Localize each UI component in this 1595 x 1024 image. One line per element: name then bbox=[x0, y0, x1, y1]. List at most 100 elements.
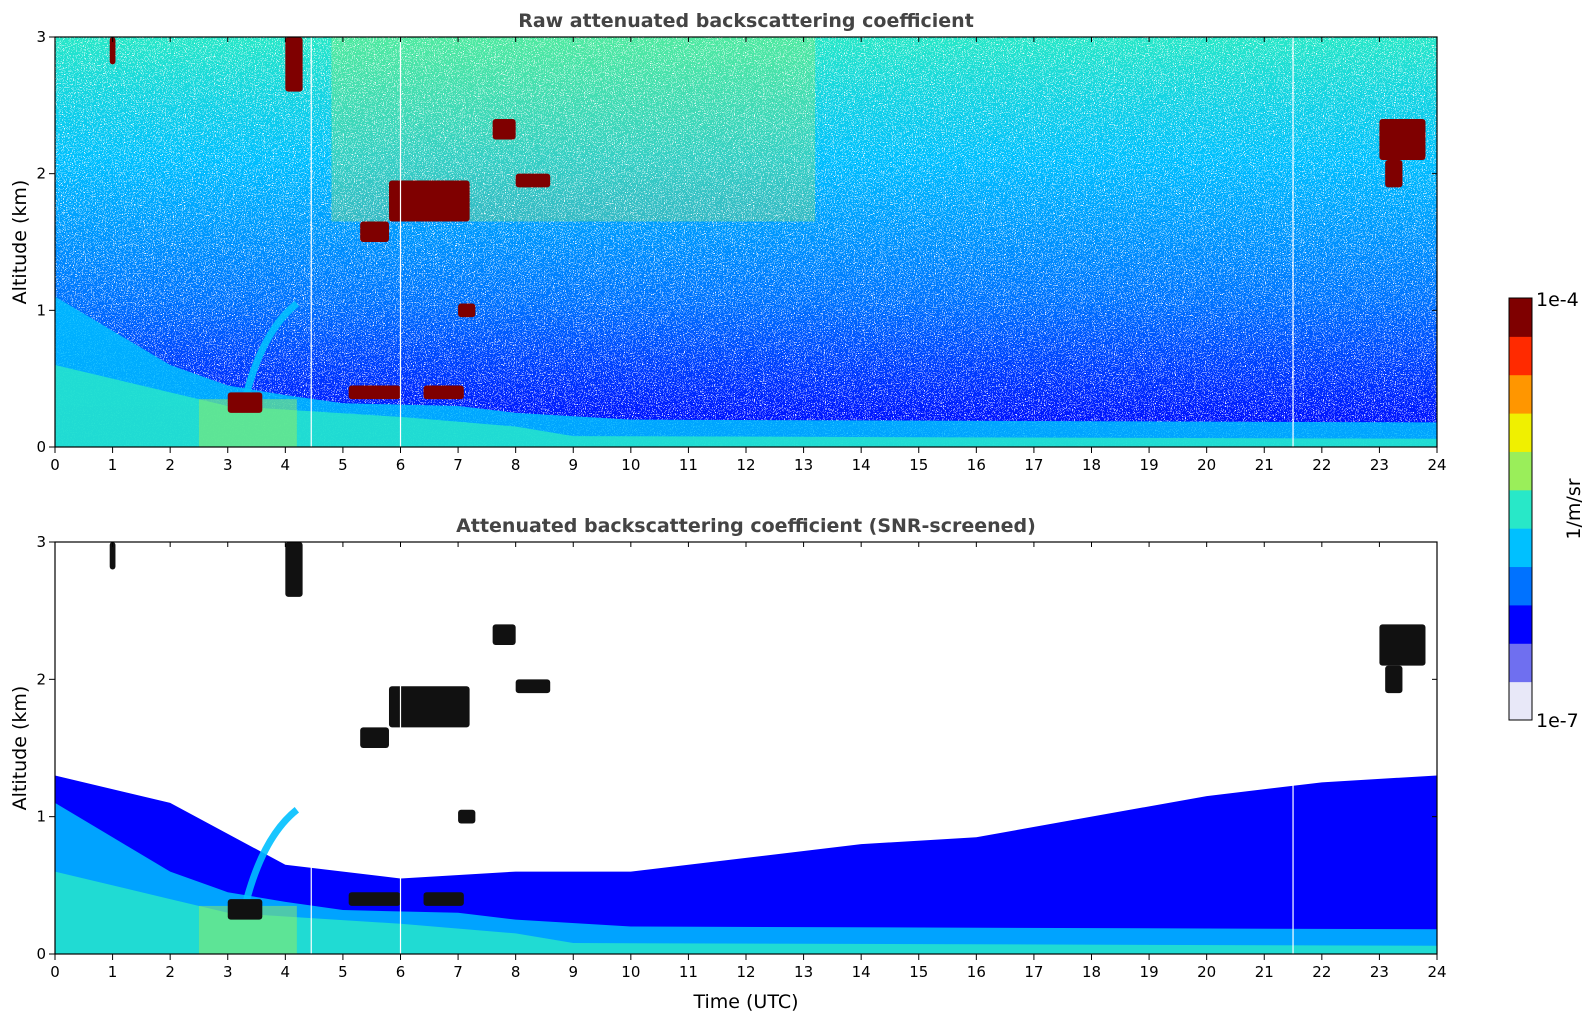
y-tick-label: 3 bbox=[36, 533, 46, 551]
x-tick-label: 17 bbox=[1024, 963, 1043, 981]
cloud-4 bbox=[360, 727, 389, 748]
cloud-1 bbox=[227, 899, 263, 920]
colorbar-segment-5 bbox=[1509, 528, 1532, 568]
heatmap-image bbox=[55, 37, 1437, 447]
x-tick-label: 16 bbox=[967, 963, 986, 981]
x-tick-label: 0 bbox=[50, 456, 60, 474]
x-tick-label: 24 bbox=[1427, 963, 1446, 981]
cloud-8 bbox=[458, 303, 476, 318]
x-tick-label: 13 bbox=[794, 456, 813, 474]
y-tick-label: 3 bbox=[36, 28, 46, 46]
x-tick-label: 12 bbox=[736, 963, 755, 981]
x-tick-label: 21 bbox=[1255, 963, 1274, 981]
colorbar-segment-6 bbox=[1509, 489, 1532, 529]
cloud-4 bbox=[360, 221, 389, 242]
x-tick-label: 11 bbox=[679, 456, 698, 474]
cloud-11 bbox=[1379, 119, 1426, 160]
cloud-5 bbox=[388, 180, 470, 222]
x-tick-label: 20 bbox=[1197, 963, 1216, 981]
panel-title: Attenuated backscattering coefficient (S… bbox=[456, 515, 1036, 537]
heatmap-image bbox=[55, 542, 1437, 954]
cloud-10 bbox=[109, 542, 116, 570]
x-tick-label: 19 bbox=[1140, 456, 1159, 474]
x-tick-label: 7 bbox=[453, 963, 463, 981]
colorbar-segment-10 bbox=[1509, 336, 1532, 376]
x-tick-label: 4 bbox=[281, 456, 291, 474]
colorbar-segment-3 bbox=[1509, 604, 1532, 644]
x-tick-label: 14 bbox=[852, 963, 871, 981]
x-tick-label: 22 bbox=[1312, 963, 1331, 981]
colorbar-segment-9 bbox=[1509, 374, 1532, 414]
x-tick-label: 21 bbox=[1255, 456, 1274, 474]
x-tick-label: 7 bbox=[453, 456, 463, 474]
snr-screened-panel: Attenuated backscattering coefficient (S… bbox=[9, 515, 1447, 1013]
y-axis-label: Altitude (km) bbox=[9, 686, 31, 811]
x-tick-label: 15 bbox=[909, 963, 928, 981]
x-tick-label: 23 bbox=[1370, 963, 1389, 981]
colorbar: 1e-4 1e-7 1/m/sr bbox=[1508, 289, 1585, 732]
x-tick-label: 11 bbox=[679, 963, 698, 981]
x-tick-label: 12 bbox=[736, 456, 755, 474]
x-tick-label: 18 bbox=[1082, 963, 1101, 981]
cloud-12 bbox=[1385, 160, 1403, 188]
x-tick-label: 9 bbox=[568, 963, 578, 981]
x-tick-label: 22 bbox=[1312, 456, 1331, 474]
cloud-6 bbox=[492, 624, 516, 645]
x-tick-label: 23 bbox=[1370, 456, 1389, 474]
x-tick-label: 10 bbox=[621, 963, 640, 981]
cloud-10 bbox=[109, 37, 116, 65]
raw-backscatter-panel: Raw attenuated backscattering coefficien… bbox=[9, 10, 1447, 474]
x-tick-label: 14 bbox=[852, 456, 871, 474]
colorbar-segment-11 bbox=[1509, 298, 1532, 337]
x-tick-label: 9 bbox=[568, 456, 578, 474]
x-tick-label: 0 bbox=[50, 963, 60, 981]
cloud-3 bbox=[423, 892, 464, 906]
cloud-3 bbox=[423, 385, 464, 400]
y-tick-label: 2 bbox=[36, 670, 46, 688]
y-tick-label: 1 bbox=[36, 301, 46, 319]
x-tick-label: 1 bbox=[108, 963, 118, 981]
cloud-2 bbox=[348, 385, 401, 400]
x-tick-label: 5 bbox=[338, 456, 348, 474]
colorbar-segment-1 bbox=[1509, 681, 1532, 721]
x-tick-label: 18 bbox=[1082, 456, 1101, 474]
cloud-9 bbox=[285, 542, 303, 597]
x-tick-label: 3 bbox=[223, 963, 233, 981]
colorbar-segment-4 bbox=[1509, 566, 1532, 606]
y-tick-label: 0 bbox=[36, 945, 46, 963]
cloud-1 bbox=[227, 392, 263, 413]
x-tick-label: 8 bbox=[511, 456, 521, 474]
x-tick-label: 17 bbox=[1024, 456, 1043, 474]
x-tick-label: 10 bbox=[621, 456, 640, 474]
x-tick-label: 6 bbox=[396, 456, 406, 474]
cloud-8 bbox=[458, 809, 476, 824]
colorbar-frame bbox=[1508, 297, 1533, 721]
colorbar-segment-7 bbox=[1509, 451, 1532, 491]
y-tick-label: 2 bbox=[36, 165, 46, 183]
colorbar-unit-label: 1/m/sr bbox=[1563, 478, 1585, 539]
x-tick-label: 20 bbox=[1197, 456, 1216, 474]
plume bbox=[241, 300, 300, 401]
panel-title: Raw attenuated backscattering coefficien… bbox=[518, 10, 974, 32]
x-tick-label: 2 bbox=[165, 456, 175, 474]
colorbar-min-label: 1e-7 bbox=[1536, 710, 1579, 732]
y-axis-label: Altitude (km) bbox=[9, 180, 31, 305]
cloud-9 bbox=[285, 37, 303, 92]
x-tick-label: 3 bbox=[223, 456, 233, 474]
y-tick-label: 1 bbox=[36, 808, 46, 826]
cloud-7 bbox=[515, 679, 551, 694]
cloud-5 bbox=[388, 686, 470, 728]
cloud-2 bbox=[348, 892, 401, 906]
x-axis-label: Time (UTC) bbox=[692, 991, 798, 1013]
colorbar-max-label: 1e-4 bbox=[1536, 289, 1579, 311]
x-tick-label: 6 bbox=[396, 963, 406, 981]
colorbar-segment-8 bbox=[1509, 413, 1532, 452]
x-tick-label: 2 bbox=[165, 963, 175, 981]
x-tick-label: 13 bbox=[794, 963, 813, 981]
x-tick-label: 1 bbox=[108, 456, 118, 474]
x-tick-label: 16 bbox=[967, 456, 986, 474]
cloud-12 bbox=[1385, 665, 1403, 694]
x-tick-label: 5 bbox=[338, 963, 348, 981]
